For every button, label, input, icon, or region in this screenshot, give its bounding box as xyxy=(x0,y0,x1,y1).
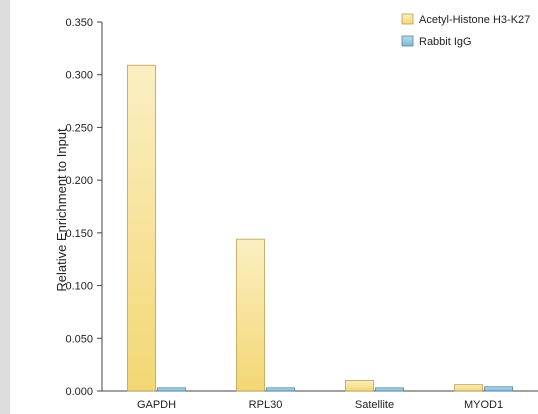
x-tick-label: GAPDH xyxy=(137,399,176,411)
y-tick-label: 0.150 xyxy=(65,228,93,240)
y-tick-label: 0.250 xyxy=(65,122,93,134)
bar-acetyl-gapdh xyxy=(127,64,156,392)
y-tick-label: 0.100 xyxy=(65,281,93,293)
legend-swatch xyxy=(401,13,414,25)
bar-acetyl-rpl30 xyxy=(236,238,265,392)
legend-swatch xyxy=(401,35,414,47)
y-tick-label: 0.200 xyxy=(65,175,93,187)
x-tick-label: Satellite xyxy=(355,399,394,411)
bar-igg-gapdh xyxy=(157,387,186,392)
bar-acetyl-myod1 xyxy=(454,384,483,392)
x-tick-label: RPL30 xyxy=(249,399,283,411)
chart-frame: Relative Enrichment to Input 0.000 0.050 0… xyxy=(10,0,538,414)
bar-igg-satellite xyxy=(375,387,404,392)
legend: Acetyl-Histone H3-K27 Rabbit IgG xyxy=(401,13,530,48)
bar-igg-myod1 xyxy=(484,386,513,392)
y-tick-label: 0.000 xyxy=(65,386,93,398)
x-tick-label: MYOD1 xyxy=(464,399,503,411)
bars xyxy=(127,64,513,392)
y-tick-label: 0.300 xyxy=(65,70,93,82)
y-axis: 0.000 0.050 0.100 0.150 0.200 0.250 0.300 0.350 xyxy=(65,17,103,398)
legend-label: Acetyl-Histone H3-K27 xyxy=(419,14,530,26)
bar-igg-rpl30 xyxy=(266,387,295,392)
y-tick-label: 0.350 xyxy=(65,17,93,29)
x-axis: GAPDH RPL30 Satellite MYOD1 xyxy=(102,390,538,411)
legend-label: Rabbit IgG xyxy=(419,36,472,48)
y-tick-label: 0.050 xyxy=(65,333,93,345)
bar-acetyl-satellite xyxy=(345,380,374,392)
bar-chart: Relative Enrichment to Input 0.0000.0500… xyxy=(54,13,538,411)
y-axis-title: Relative Enrichment to Input xyxy=(54,128,69,292)
